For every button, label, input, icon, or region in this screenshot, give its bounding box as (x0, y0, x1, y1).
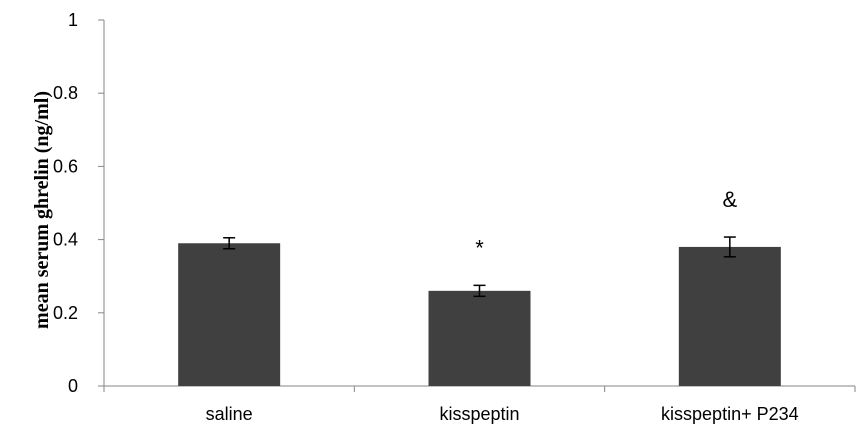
bar-kisspeptin-p234 (678, 246, 781, 386)
y-tick-label: 1 (68, 10, 78, 30)
significance-marker: & (722, 187, 737, 212)
error-bar (723, 236, 736, 258)
bar-kisspeptin (428, 290, 531, 386)
y-ticks: 0 0.2 0.4 0.6 0.8 1 (53, 10, 104, 396)
bar-saline (178, 243, 281, 386)
error-bar (473, 284, 486, 298)
x-tick-label: kisspeptin (439, 404, 519, 424)
y-tick-label: 0.6 (53, 156, 78, 176)
y-tick-label: 0.4 (53, 230, 78, 250)
x-tick-labels: saline kisspeptin kisspeptin+ P234 (103, 386, 856, 424)
y-tick-label: 0 (68, 376, 78, 396)
error-bar (223, 237, 236, 250)
y-axis-label: mean serum ghrelin (ng/ml) (31, 91, 53, 329)
significance-marker: * (475, 235, 484, 260)
x-tick-label: kisspeptin+ P234 (661, 404, 799, 424)
x-tick-label: saline (206, 404, 253, 424)
y-tick-label: 0.2 (53, 303, 78, 323)
y-tick-label: 0.8 (53, 83, 78, 103)
bars: *& (178, 187, 781, 386)
